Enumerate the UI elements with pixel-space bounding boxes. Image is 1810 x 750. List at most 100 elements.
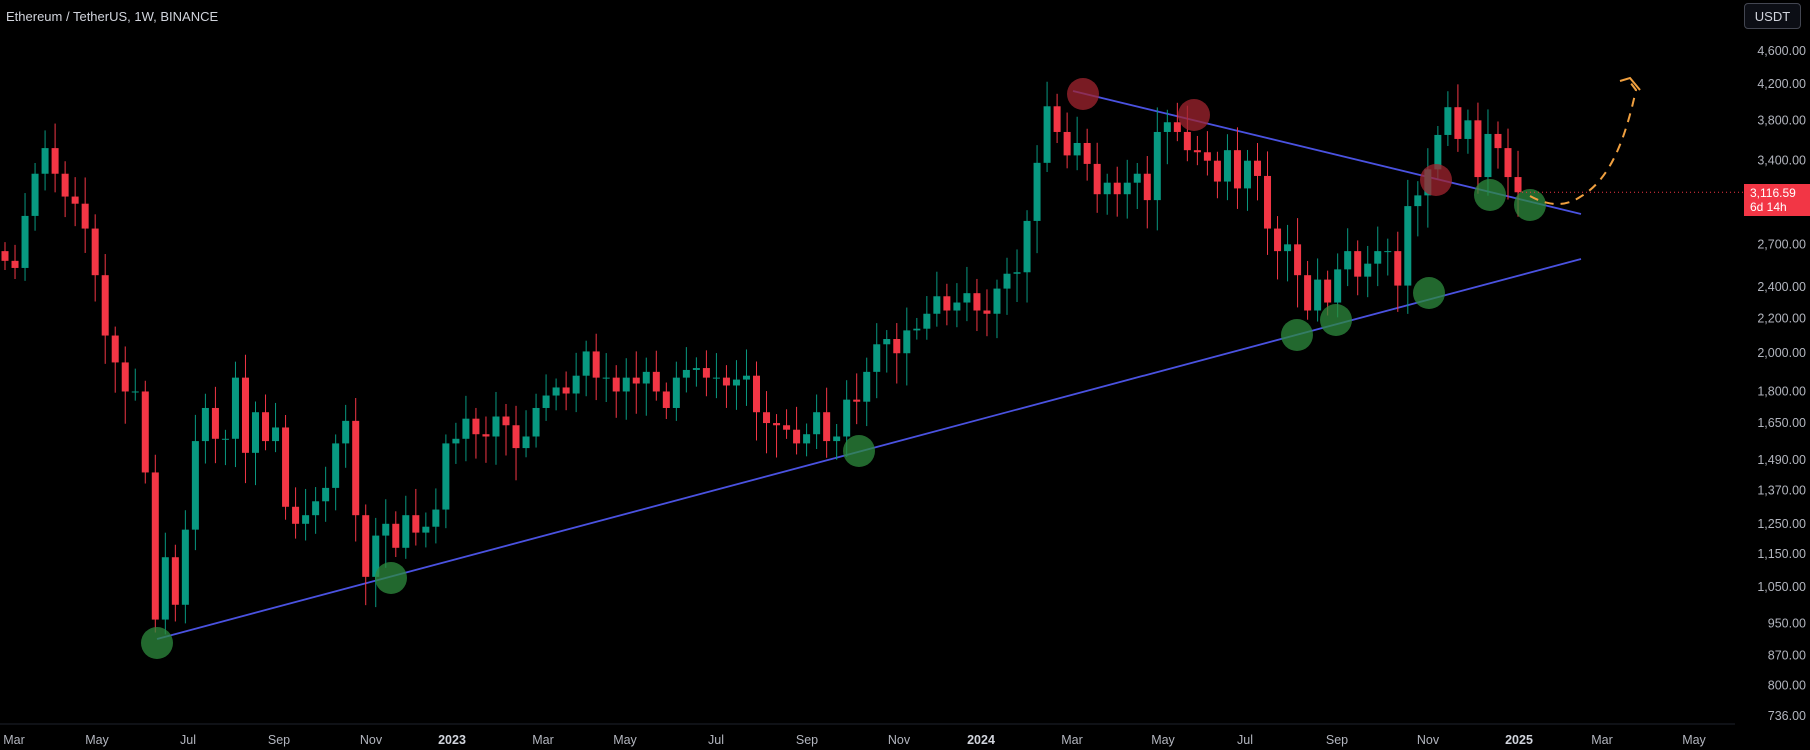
candle-body — [61, 173, 69, 197]
candle-body — [422, 526, 430, 533]
candle-body — [332, 443, 340, 488]
candle-body — [793, 429, 801, 444]
time-tick-label: Nov — [1417, 733, 1440, 747]
candle-body — [51, 148, 59, 174]
support-touch-marker — [1413, 277, 1445, 309]
candle-body — [572, 375, 580, 394]
currency-button[interactable]: USDT — [1744, 3, 1801, 29]
candle-body — [1113, 182, 1121, 195]
resistance-touch-marker — [1420, 164, 1452, 196]
time-tick-label: Sep — [796, 733, 818, 747]
candle-body — [482, 434, 490, 437]
candle-body — [873, 344, 881, 372]
candle-body — [181, 529, 189, 605]
candle-body — [1213, 160, 1221, 182]
candle-body — [1173, 122, 1181, 132]
touch-markers-layer — [141, 78, 1546, 659]
time-tick-label: Jul — [180, 733, 196, 747]
candle-body — [973, 293, 981, 311]
price-axis[interactable]: 4,600.004,200.003,800.003,400.003,000.00… — [1757, 44, 1806, 723]
candle-body — [1133, 173, 1141, 183]
time-tick-label: Mar — [1061, 733, 1083, 747]
price-tick-label: 2,400.00 — [1757, 280, 1806, 294]
candle-body — [742, 375, 750, 380]
candle-body — [1053, 106, 1061, 132]
candle-body — [542, 395, 550, 408]
projection-arrowhead — [1619, 76, 1641, 91]
candle-body — [833, 436, 841, 442]
price-tick-label: 870.00 — [1768, 648, 1806, 662]
candle-body — [362, 515, 370, 577]
candle-body — [682, 369, 690, 378]
candle-body — [302, 515, 310, 524]
time-tick-label: 2025 — [1505, 733, 1533, 747]
candle-body — [522, 436, 530, 449]
candle-body — [1434, 134, 1442, 170]
support-touch-marker — [843, 435, 875, 467]
candle-body — [923, 313, 931, 329]
candle-body — [823, 412, 831, 442]
candle-body — [462, 418, 470, 439]
candle-body — [131, 391, 139, 393]
candle-body — [512, 425, 520, 449]
time-tick-label: May — [1151, 733, 1175, 747]
candle-body — [1334, 269, 1342, 303]
candle-body — [1344, 251, 1352, 270]
candle-body — [442, 443, 450, 510]
price-tick-label: 3,800.00 — [1757, 113, 1806, 127]
candle-body — [1254, 160, 1261, 176]
candle-body — [652, 371, 660, 392]
candle-body — [1073, 142, 1081, 156]
candle-body — [1093, 163, 1101, 195]
candle-body — [1233, 150, 1241, 189]
support-touch-marker — [1320, 304, 1352, 336]
candle-body — [252, 412, 259, 453]
candle-body — [1294, 244, 1302, 276]
candle-body — [883, 339, 891, 345]
resistance-touch-marker — [1178, 99, 1210, 131]
support-touch-marker — [375, 562, 407, 594]
candle-body — [1083, 142, 1091, 164]
candle-body — [191, 441, 199, 530]
candle-body — [1203, 152, 1211, 161]
candle-body — [712, 377, 720, 379]
candle-body — [282, 427, 290, 507]
candle-body — [702, 368, 710, 378]
candle-body — [1013, 272, 1021, 274]
candle-body — [1324, 279, 1332, 303]
last-price-badge: 3,116.59 6d 14h — [1744, 184, 1810, 216]
candle-body — [1384, 251, 1392, 253]
price-tick-label: 2,700.00 — [1757, 237, 1806, 251]
trendline-layer — [156, 90, 1582, 640]
support-touch-marker — [141, 627, 173, 659]
candle-body — [943, 296, 951, 311]
candle-body — [412, 515, 420, 533]
candle-body — [1374, 251, 1382, 264]
price-tick-label: 950.00 — [1768, 616, 1806, 630]
candle-body — [803, 434, 811, 444]
candle-body — [1123, 182, 1131, 195]
candle-body — [121, 362, 129, 392]
candle-body — [492, 416, 500, 437]
candle-body — [622, 377, 630, 392]
candle-body — [1183, 131, 1191, 151]
candle-body — [642, 371, 650, 384]
time-tick-label: Sep — [268, 733, 290, 747]
candle-body — [1043, 106, 1051, 163]
candle-body — [1284, 244, 1292, 252]
time-tick-label: Jul — [1237, 733, 1253, 747]
candle-body — [963, 293, 971, 303]
candle-body — [141, 391, 149, 473]
candle-body — [903, 330, 911, 354]
time-tick-label: Jul — [708, 733, 724, 747]
candle-body — [953, 302, 961, 311]
candle-body — [1264, 175, 1272, 229]
time-tick-label: Sep — [1326, 733, 1348, 747]
time-tick-label: Nov — [360, 733, 383, 747]
candle-body — [993, 288, 1001, 314]
candle-body — [452, 438, 460, 444]
candle-body — [763, 412, 771, 424]
candle-body — [292, 506, 300, 524]
time-axis[interactable]: Mar May Jul Sep Nov 2023 Mar May Jul Sep Nov 2024 Ma… — [0, 723, 1735, 747]
